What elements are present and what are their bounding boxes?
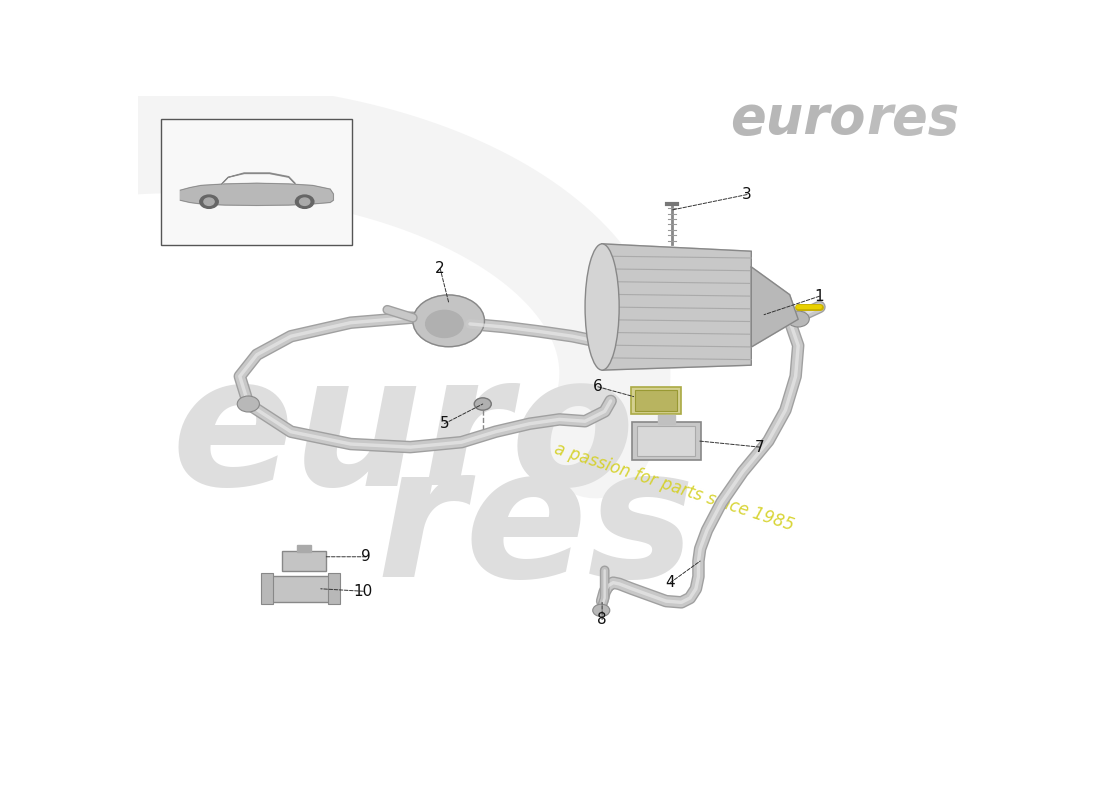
FancyBboxPatch shape bbox=[328, 574, 340, 604]
FancyBboxPatch shape bbox=[637, 426, 695, 456]
Circle shape bbox=[426, 310, 463, 338]
Text: euro: euro bbox=[730, 94, 866, 146]
Circle shape bbox=[474, 398, 492, 410]
Polygon shape bbox=[180, 183, 333, 206]
Circle shape bbox=[204, 198, 214, 206]
Text: res: res bbox=[376, 439, 695, 615]
Text: 6: 6 bbox=[593, 379, 603, 394]
Polygon shape bbox=[751, 267, 799, 347]
Text: 10: 10 bbox=[354, 584, 373, 598]
Text: 4: 4 bbox=[666, 575, 675, 590]
Text: res: res bbox=[867, 94, 959, 146]
Circle shape bbox=[200, 195, 218, 208]
FancyBboxPatch shape bbox=[635, 390, 676, 411]
Text: 2: 2 bbox=[436, 261, 444, 276]
Circle shape bbox=[788, 311, 810, 327]
Polygon shape bbox=[297, 545, 310, 553]
Ellipse shape bbox=[585, 244, 619, 370]
Circle shape bbox=[593, 604, 609, 617]
FancyBboxPatch shape bbox=[282, 551, 326, 571]
FancyBboxPatch shape bbox=[631, 422, 701, 460]
Text: 7: 7 bbox=[755, 440, 764, 454]
Circle shape bbox=[299, 198, 310, 206]
FancyBboxPatch shape bbox=[261, 574, 273, 604]
Circle shape bbox=[296, 195, 314, 208]
Polygon shape bbox=[222, 173, 295, 184]
Text: 3: 3 bbox=[742, 187, 752, 202]
Text: 8: 8 bbox=[597, 612, 607, 627]
Text: 9: 9 bbox=[361, 550, 371, 564]
Text: 1: 1 bbox=[815, 289, 824, 304]
FancyBboxPatch shape bbox=[630, 387, 681, 414]
Text: euro: euro bbox=[172, 347, 636, 523]
Polygon shape bbox=[602, 244, 751, 370]
FancyBboxPatch shape bbox=[268, 576, 330, 602]
Text: a passion for parts since 1985: a passion for parts since 1985 bbox=[552, 440, 796, 534]
FancyBboxPatch shape bbox=[162, 119, 352, 245]
Polygon shape bbox=[658, 414, 674, 424]
Circle shape bbox=[238, 396, 260, 412]
Circle shape bbox=[412, 295, 484, 346]
Text: 5: 5 bbox=[440, 416, 449, 431]
